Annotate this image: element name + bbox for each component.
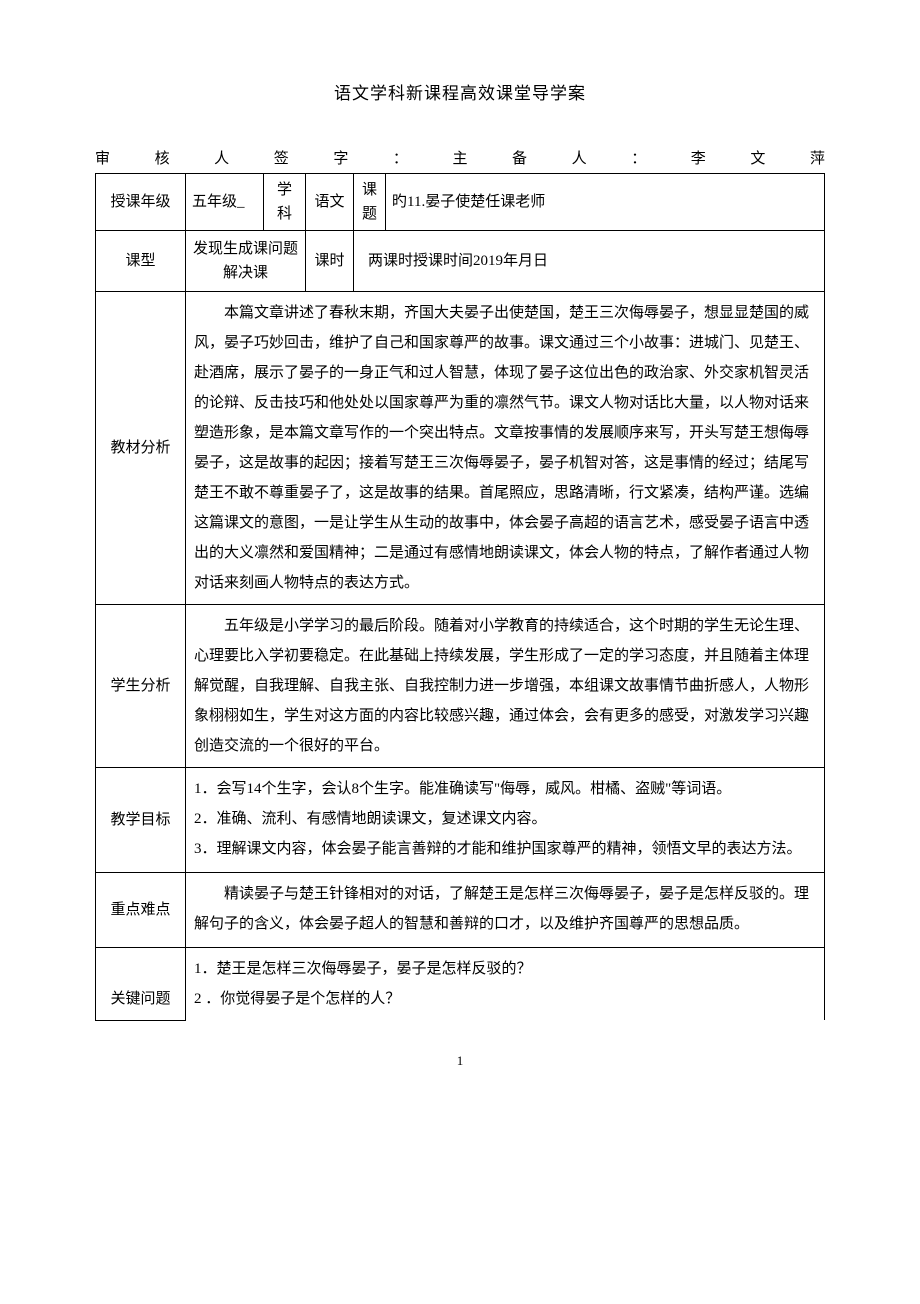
sig-char: 签 <box>274 147 289 171</box>
type-label: 课型 <box>96 231 186 292</box>
sig-char: 李 <box>691 147 706 171</box>
student-text: 五年级是小学学习的最后阶段。随着对小学教育的持续适合，这个时期的学生无论生理、心… <box>194 611 816 761</box>
topic-label: 课题 <box>354 174 386 231</box>
material-label: 教材分析 <box>96 292 186 605</box>
grade-value: 五年级_ <box>186 174 264 231</box>
signature-line: 审 核 人 签 字 ： 主 备 人 ： 李 文 萍 <box>95 147 825 171</box>
subject-label: 学科 <box>264 174 306 231</box>
goals-line-1: 1．会写14个生字，会认8个生字。能准确读写"侮辱，威风。柑橘、盗贼"等词语。 <box>194 774 816 804</box>
hours-value: 两课时授课时间2019年月日 <box>354 231 825 292</box>
lesson-plan-table: 授课年级 五年级_ 学科 语文 课题 旳11.晏子使楚任课老师 课型 发现生成课… <box>95 173 825 1021</box>
questions-line-1: 1．楚王是怎样三次侮辱晏子，晏子是怎样反驳的？ <box>194 954 816 984</box>
keypoints-text: 精读晏子与楚王针锋相对的对话，了解楚王是怎样三次侮辱晏子，晏子是怎样反驳的。理解… <box>194 879 816 939</box>
header-row-2: 课型 发现生成课问题解决课 课时 两课时授课时间2019年月日 <box>96 231 825 292</box>
sig-char: 人 <box>572 147 587 171</box>
sig-char: ： <box>631 147 646 171</box>
topic-value: 旳11.晏子使楚任课老师 <box>386 174 825 231</box>
student-content: 五年级是小学学习的最后阶段。随着对小学教育的持续适合，这个时期的学生无论生理、心… <box>186 605 825 768</box>
sig-char: 审 <box>95 147 110 171</box>
header-row-1: 授课年级 五年级_ 学科 语文 课题 旳11.晏子使楚任课老师 <box>96 174 825 231</box>
questions-line-2: 2 ．你觉得晏子是个怎样的人？ <box>194 984 816 1014</box>
type-value: 发现生成课问题解决课 <box>186 231 306 292</box>
goals-content: 1．会写14个生字，会认8个生字。能准确读写"侮辱，威风。柑橘、盗贼"等词语。 … <box>186 768 825 873</box>
document-title: 语文学科新课程高效课堂导学案 <box>95 80 825 107</box>
goals-label: 教学目标 <box>96 768 186 873</box>
sig-char: ： <box>393 147 408 171</box>
sig-char: 主 <box>452 147 467 171</box>
material-content: 本篇文章讲述了春秋末期，齐国大夫晏子出使楚国，楚王三次侮辱晏子，想显显楚国的威风… <box>186 292 825 605</box>
page-number: 1 <box>95 1051 825 1072</box>
material-analysis-row: 教材分析 本篇文章讲述了春秋末期，齐国大夫晏子出使楚国，楚王三次侮辱晏子，想显显… <box>96 292 825 605</box>
student-label: 学生分析 <box>96 605 186 768</box>
keypoints-content: 精读晏子与楚王针锋相对的对话，了解楚王是怎样三次侮辱晏子，晏子是怎样反驳的。理解… <box>186 873 825 948</box>
hours-label: 课时 <box>306 231 354 292</box>
goals-row: 教学目标 1．会写14个生字，会认8个生字。能准确读写"侮辱，威风。柑橘、盗贼"… <box>96 768 825 873</box>
sig-char: 人 <box>214 147 229 171</box>
sig-char: 核 <box>155 147 170 171</box>
sig-char: 萍 <box>810 147 825 171</box>
questions-content: 1．楚王是怎样三次侮辱晏子，晏子是怎样反驳的？ 2 ．你觉得晏子是个怎样的人？ <box>186 948 825 1021</box>
sig-char: 文 <box>750 147 765 171</box>
goals-line-3: 3．理解课文内容，体会晏子能言善辩的才能和维护国家尊严的精神，领悟文早的表达方法… <box>194 834 816 864</box>
keypoints-row: 重点难点 精读晏子与楚王针锋相对的对话，了解楚王是怎样三次侮辱晏子，晏子是怎样反… <box>96 873 825 948</box>
student-analysis-row: 学生分析 五年级是小学学习的最后阶段。随着对小学教育的持续适合，这个时期的学生无… <box>96 605 825 768</box>
questions-row: 关键问题 1．楚王是怎样三次侮辱晏子，晏子是怎样反驳的？ 2 ．你觉得晏子是个怎… <box>96 948 825 1021</box>
sig-char: 字 <box>333 147 348 171</box>
material-text: 本篇文章讲述了春秋末期，齐国大夫晏子出使楚国，楚王三次侮辱晏子，想显显楚国的威风… <box>194 298 816 598</box>
subject-value: 语文 <box>306 174 354 231</box>
questions-label: 关键问题 <box>96 948 186 1021</box>
sig-char: 备 <box>512 147 527 171</box>
grade-label: 授课年级 <box>96 174 186 231</box>
goals-line-2: 2．准确、流利、有感情地朗读课文，复述课文内容。 <box>194 804 816 834</box>
keypoints-label: 重点难点 <box>96 873 186 948</box>
